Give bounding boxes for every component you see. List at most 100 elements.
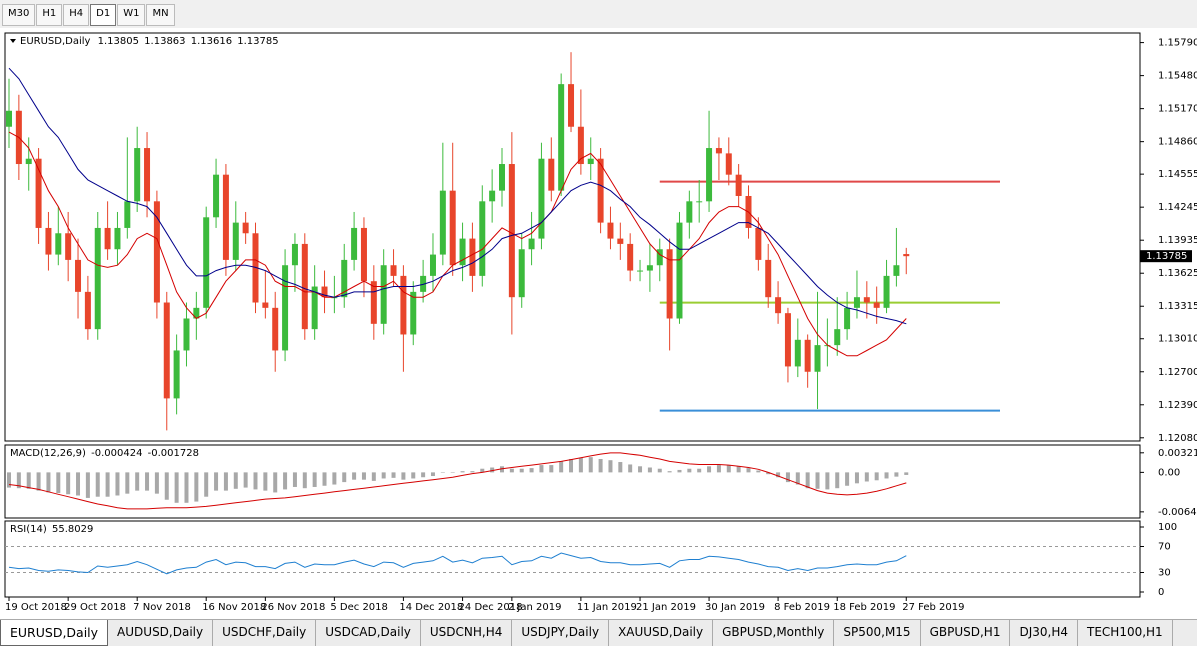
chart-tab[interactable]: AUDUSD,Daily <box>108 620 214 646</box>
macd-bar <box>115 472 120 496</box>
timeframe-button[interactable]: W1 <box>117 4 146 26</box>
chart-tab[interactable]: USDJPY,Daily <box>512 620 610 646</box>
macd-bar <box>253 472 258 490</box>
macd-bar <box>736 466 741 473</box>
macd-bar <box>894 472 899 477</box>
macd-bar <box>391 472 396 478</box>
candle-body <box>84 291 91 330</box>
candle-body <box>528 238 535 250</box>
macd-bar <box>7 472 11 488</box>
macd-bar <box>283 472 288 490</box>
rsi-header: RSI(14) 55.8029 <box>10 524 93 535</box>
chart-tab[interactable]: TECH100,H1 <box>1078 620 1173 646</box>
chart-tab[interactable]: USDCNH,H4 <box>421 620 513 646</box>
chart-tab[interactable]: USDCHF,Daily <box>213 620 317 646</box>
candle-body <box>735 174 742 196</box>
timeframe-button[interactable]: H4 <box>63 4 90 26</box>
candle-body <box>65 233 72 260</box>
chart-tab[interactable]: EURUSD,Daily <box>0 620 109 646</box>
y-tick-label: 1.13935 <box>1158 235 1197 246</box>
macd-bar <box>795 472 800 485</box>
chart-tab[interactable]: USDCAD,Daily <box>316 620 421 646</box>
low: 1.13616 <box>191 36 232 47</box>
timeframe-button[interactable]: MN <box>146 4 175 26</box>
candle-body <box>538 158 545 239</box>
chart-tab[interactable]: GBPUSD,Monthly <box>713 620 835 646</box>
candle-body <box>676 222 683 319</box>
macd-pane <box>4 444 1141 519</box>
candle-body <box>597 158 604 223</box>
candle-body <box>242 222 249 234</box>
candle-body <box>499 164 505 191</box>
macd-bar <box>519 468 524 473</box>
macd-bar <box>154 472 159 494</box>
chart-tab[interactable]: GBPUSD,H1 <box>921 620 1011 646</box>
timeframe-button[interactable]: H1 <box>36 4 63 26</box>
timeframe-button[interactable]: D1 <box>90 4 117 26</box>
indicator-line <box>8 131 907 357</box>
signal-value: -0.001728 <box>148 448 199 459</box>
y-tick-label: 1.14860 <box>1158 137 1197 148</box>
macd-bar <box>56 472 61 494</box>
macd-bar <box>618 462 623 473</box>
candle-body <box>232 222 239 260</box>
macd-bar <box>500 466 504 473</box>
y-tick-label: 100 <box>1158 522 1177 533</box>
macd-bar <box>302 472 307 489</box>
candle-body <box>784 313 791 367</box>
candle-body <box>163 302 170 399</box>
macd-bar <box>490 467 495 473</box>
candle-body <box>183 318 190 351</box>
candle-body <box>883 275 890 308</box>
candle-body <box>893 265 900 276</box>
candle-body <box>301 243 308 330</box>
candle-body <box>459 238 466 266</box>
macd-bar <box>26 472 31 489</box>
macd-bar <box>598 458 603 473</box>
macd-bar <box>845 472 850 486</box>
macd-bar <box>184 472 189 503</box>
candle-body <box>45 227 52 255</box>
macd-bar <box>776 472 781 478</box>
macd-bar <box>233 472 238 489</box>
macd-bar <box>470 471 475 473</box>
candle-body <box>656 249 663 266</box>
candle-body <box>755 227 762 260</box>
current-price: 1.13785 <box>1146 251 1187 262</box>
candle-body <box>262 302 269 308</box>
y-tick-label: 1.12390 <box>1158 400 1197 411</box>
macd-bar <box>322 472 327 486</box>
chart-tab[interactable]: DJ30,H4 <box>1010 620 1078 646</box>
timeframe-button[interactable]: M30 <box>2 4 36 26</box>
macd-bar <box>85 472 90 498</box>
candle-body <box>104 227 111 250</box>
candle-body <box>863 297 870 303</box>
y-tick-label: 1.12700 <box>1158 367 1197 378</box>
candle-body <box>518 249 525 298</box>
chart-tab[interactable]: SP500,M15 <box>834 620 921 646</box>
y-tick-label: 1.13010 <box>1158 334 1197 345</box>
y-tick-label: 30 <box>1158 568 1171 579</box>
y-tick-label: 1.14245 <box>1158 202 1197 213</box>
candle-body <box>6 110 12 127</box>
candle-body <box>25 158 32 165</box>
x-tick-label: 27 Feb 2019 <box>902 602 964 613</box>
x-tick-label: 30 Jan 2019 <box>705 602 765 613</box>
candle-body <box>587 158 594 165</box>
open: 1.13805 <box>98 36 139 47</box>
macd-bar <box>440 472 445 473</box>
y-tick-label: 1.15480 <box>1158 71 1197 82</box>
candle-body <box>321 286 328 298</box>
candle-body <box>706 148 713 202</box>
y-tick-label: 1.12080 <box>1158 433 1197 444</box>
macd-bar <box>687 468 692 473</box>
symbol: EURUSD,Daily <box>20 36 91 47</box>
rsi-title: RSI(14) <box>10 524 47 535</box>
macd-bar <box>766 472 771 475</box>
y-tick-label: 1.13625 <box>1158 268 1197 279</box>
macd-bar <box>569 458 574 473</box>
candle-body <box>686 201 693 223</box>
candle-body <box>272 307 279 351</box>
macd-bar <box>785 472 790 483</box>
chart-tab[interactable]: XAUUSD,Daily <box>609 620 714 646</box>
